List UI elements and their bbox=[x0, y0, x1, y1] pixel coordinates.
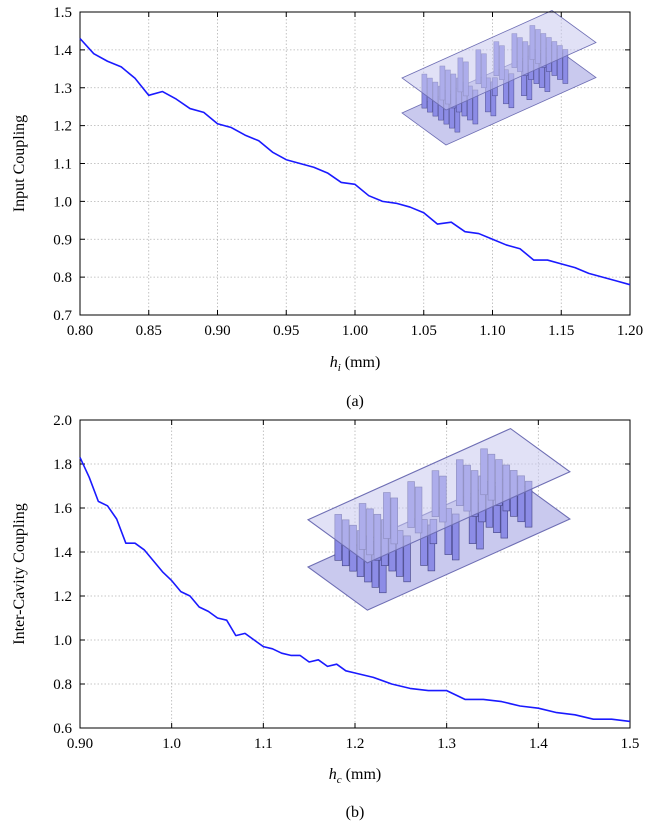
inset-top-plate bbox=[401, 10, 597, 111]
x-tick-label-0-2: 0.90 bbox=[204, 323, 230, 339]
x-tick-label-0-1: 0.85 bbox=[136, 323, 162, 339]
x-tick-label-0-8: 1.20 bbox=[617, 323, 643, 339]
x-tick-label-0-6: 1.10 bbox=[479, 323, 505, 339]
y-tick-label-0-0: 0.7 bbox=[53, 308, 72, 324]
chart-panel-a: 0.80 0.85 0.90 0.95 1.00 1.05 1.10 1.15 1.20 0.7 0… bbox=[11, 5, 643, 410]
inset-3d-model-icon-1 bbox=[306, 427, 571, 611]
x-tick-label-0-5: 1.05 bbox=[411, 323, 437, 339]
series-line-0-0 bbox=[79, 37, 631, 286]
x-tick-label-1-5: 1.4 bbox=[529, 736, 548, 752]
x-tick-label-1-1: 1.0 bbox=[162, 736, 181, 752]
chart-panel-b: 0.90 1.0 1.1 1.2 1.3 1.4 1.5 0.6 0.8 1.0 1.2 1.4 1.6… bbox=[11, 413, 639, 821]
y-tick-label-1-4: 1.4 bbox=[53, 545, 72, 561]
x-tick-label-1-4: 1.3 bbox=[437, 736, 456, 752]
x-axis-label: hc (mm) bbox=[329, 766, 381, 786]
panel-caption: (a) bbox=[346, 393, 364, 410]
panel-caption: (b) bbox=[346, 804, 365, 821]
y-tick-label-1-7: 2.0 bbox=[53, 413, 72, 429]
x-tick-label-1-6: 1.5 bbox=[621, 736, 640, 752]
x-tick-label-0-7: 1.15 bbox=[548, 323, 574, 339]
x-tick-label-1-0: 0.90 bbox=[67, 736, 93, 752]
x-tick-label-0-4: 1.00 bbox=[342, 323, 368, 339]
inset-3d-model-icon-0 bbox=[401, 10, 597, 146]
y-tick-label-0-2: 0.9 bbox=[53, 232, 72, 248]
y-axis-label: Inter-Cavity Coupling bbox=[11, 503, 28, 644]
series-line-1-0 bbox=[79, 457, 631, 723]
y-tick-label-1-3: 1.2 bbox=[53, 589, 72, 605]
x-tick-label-0-0: 0.80 bbox=[67, 323, 93, 339]
x-axis-label: hi (mm) bbox=[330, 354, 381, 374]
y-tick-label-1-5: 1.6 bbox=[53, 501, 72, 517]
y-tick-label-0-6: 1.3 bbox=[53, 81, 72, 97]
y-tick-label-0-7: 1.4 bbox=[53, 43, 72, 59]
y-tick-label-1-0: 0.6 bbox=[53, 721, 72, 737]
x-tick-label-0-3: 0.95 bbox=[273, 323, 299, 339]
y-tick-label-1-2: 1.0 bbox=[53, 633, 72, 649]
y-tick-label-0-8: 1.5 bbox=[53, 5, 72, 21]
y-tick-label-0-3: 1.0 bbox=[53, 194, 72, 210]
inset-top-plate bbox=[306, 427, 571, 564]
y-tick-label-0-5: 1.2 bbox=[53, 119, 72, 135]
y-tick-label-0-4: 1.1 bbox=[53, 157, 72, 173]
x-tick-label-1-2: 1.1 bbox=[254, 736, 273, 752]
y-axis-label: Input Coupling bbox=[11, 115, 28, 212]
y-tick-label-1-1: 0.8 bbox=[53, 677, 72, 693]
x-tick-label-1-3: 1.2 bbox=[346, 736, 365, 752]
y-tick-label-0-1: 0.8 bbox=[53, 270, 72, 286]
y-tick-label-1-6: 1.8 bbox=[53, 457, 72, 473]
